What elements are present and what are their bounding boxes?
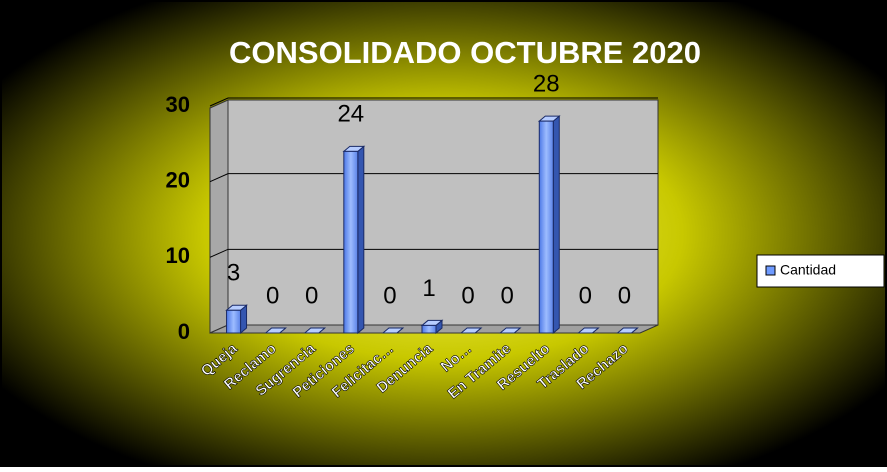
bar-top [498,327,522,334]
grid-line [209,248,658,258]
legend-label: Cantidad [780,262,836,278]
data-label: 3 [227,260,240,287]
grid-line [209,97,658,107]
legend [756,254,885,288]
bar-top [264,327,288,334]
bar [226,309,242,334]
side-wall [209,99,229,334]
y-tick-label: 30 [166,92,190,117]
bar [421,324,437,334]
bar [538,120,554,334]
data-label: 0 [501,282,514,309]
data-label: 0 [266,282,279,309]
data-label: 1 [422,275,435,302]
data-label: 0 [305,282,318,309]
bar-side [552,115,560,335]
back-wall [227,99,659,326]
bar-top [576,327,600,334]
data-label: 0 [461,282,474,309]
chart-title: CONSOLIDADO OCTUBRE 2020 [229,35,701,70]
data-label: 0 [383,282,396,309]
data-label: 28 [533,70,560,97]
legend-swatch [765,265,776,276]
bar-top [381,327,405,334]
y-tick-label: 10 [166,243,190,268]
y-tick-label: 0 [178,319,190,344]
data-label: 24 [337,101,364,128]
bar-top [616,327,639,334]
data-label: 0 [579,282,592,309]
bar-side [357,145,365,335]
y-tick-label: 20 [166,167,190,192]
grid-line [209,173,658,183]
bar [343,150,359,334]
bar-top [303,327,327,334]
bar-top [459,327,483,334]
data-label: 0 [618,282,631,309]
